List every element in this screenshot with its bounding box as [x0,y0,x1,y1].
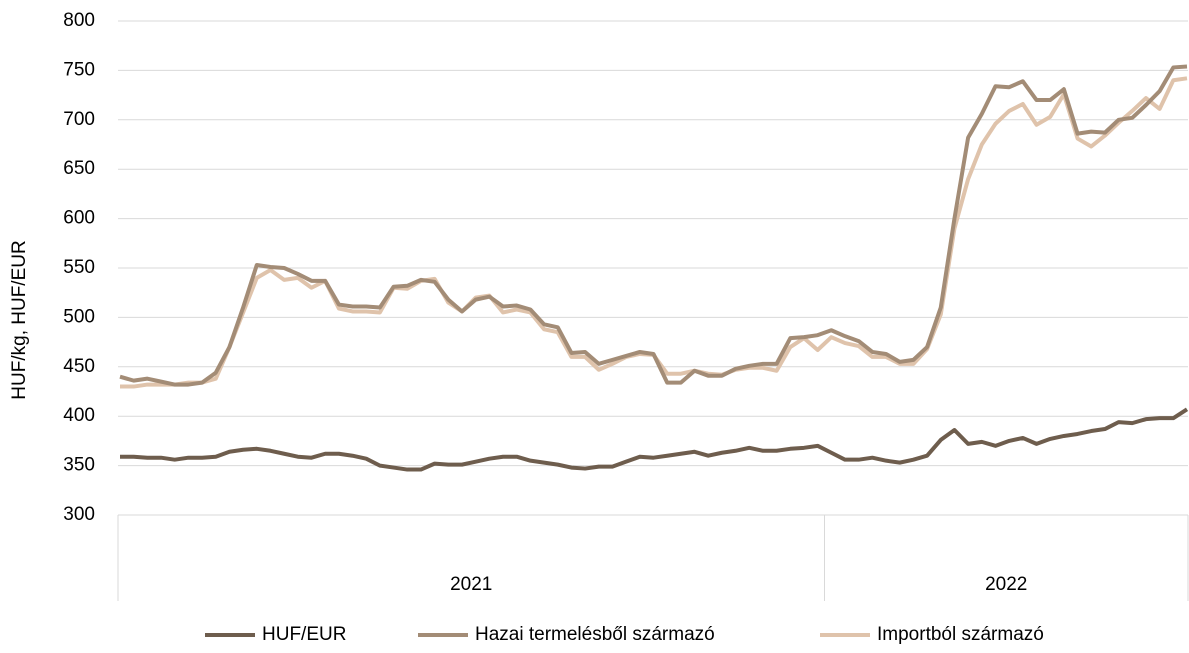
y-tick-label: 550 [63,257,95,278]
legend-label: HUF/EUR [262,624,346,645]
y-tick-label: 700 [63,109,95,130]
y-tick-label: 400 [63,405,95,426]
y-tick-label: 800 [63,10,95,31]
y-tick-label: 650 [63,158,95,179]
y-tick-label: 750 [63,59,95,80]
y-tick-label: 500 [63,306,95,327]
line-series [120,407,1189,472]
y-tick-label: 350 [63,455,95,476]
legend-label: Importból származó [877,624,1044,645]
y-tick-label: 450 [63,356,95,377]
line-series [119,64,1188,387]
y-tick-label: 300 [63,504,95,525]
y-axis-label: HUF/kg, HUF/EUR [9,240,30,399]
legend-label: Hazai termelésből származó [475,624,715,645]
y-tick-label: 600 [63,208,95,229]
x-group-label: 2021 [450,574,492,595]
x-group-label: 2022 [985,574,1027,595]
line-series [120,76,1188,389]
